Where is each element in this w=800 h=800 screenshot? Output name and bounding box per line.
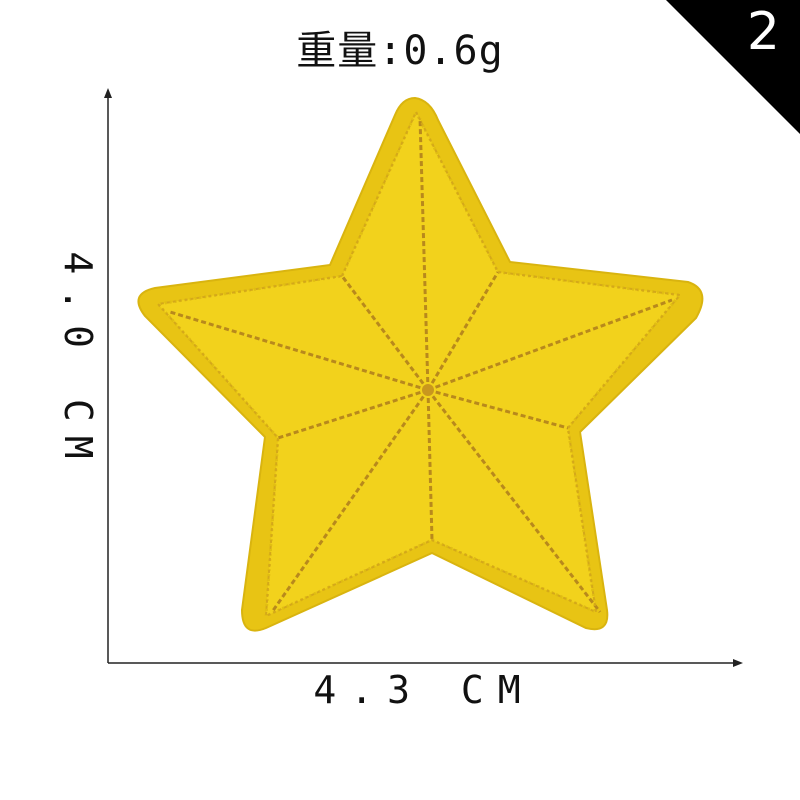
star-patch-felt (158, 112, 680, 616)
star-center-knot (422, 384, 434, 396)
